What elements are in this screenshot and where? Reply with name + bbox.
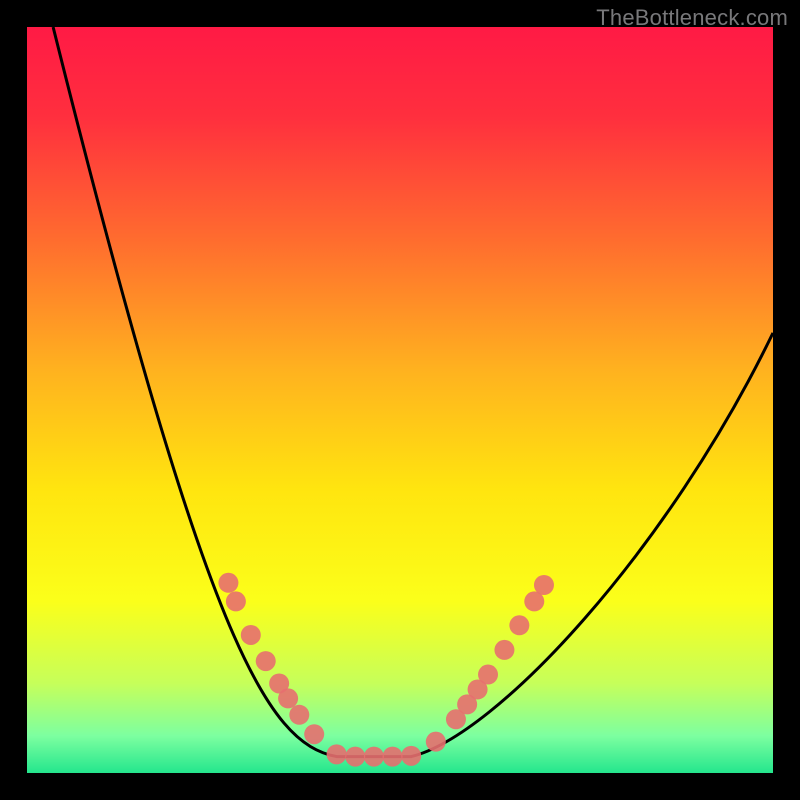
marker-dot: [304, 724, 324, 744]
marker-dot: [256, 651, 276, 671]
marker-dot: [278, 688, 298, 708]
marker-dot: [534, 575, 554, 595]
marker-dot: [364, 747, 384, 767]
marker-dot: [241, 625, 261, 645]
marker-dot: [226, 591, 246, 611]
marker-dot: [218, 573, 238, 593]
marker-dot: [327, 744, 347, 764]
marker-dot: [401, 746, 421, 766]
marker-dot: [426, 732, 446, 752]
marker-dot: [289, 705, 309, 725]
marker-dot: [383, 747, 403, 767]
bottleneck-curve-chart: [27, 27, 773, 773]
marker-dot: [494, 640, 514, 660]
watermark-text: TheBottleneck.com: [596, 5, 788, 31]
marker-dot: [345, 747, 365, 767]
gradient-background: [27, 27, 773, 773]
marker-dot: [478, 665, 498, 685]
marker-dot: [509, 615, 529, 635]
chart-outer-frame: TheBottleneck.com: [0, 0, 800, 800]
